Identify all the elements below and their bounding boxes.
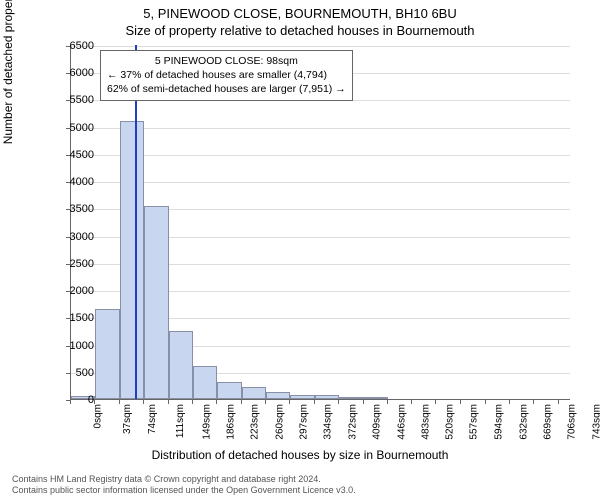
x-tick-mark — [363, 400, 364, 404]
y-tick-label: 3000 — [54, 231, 94, 243]
x-tick-label: 446sqm — [396, 404, 407, 440]
x-tick-mark — [314, 400, 315, 404]
x-tick-mark — [192, 400, 193, 404]
y-tick-mark — [66, 100, 70, 101]
page-title-line2: Size of property relative to detached ho… — [0, 21, 600, 38]
x-tick-mark — [387, 400, 388, 404]
x-tick-label: 111sqm — [175, 404, 186, 438]
y-tick-mark — [66, 73, 70, 74]
x-tick-label: 669sqm — [543, 404, 554, 440]
y-tick-label: 3500 — [54, 203, 94, 215]
x-tick-mark — [265, 400, 266, 404]
annotation-line2: ← 37% of detached houses are smaller (4,… — [107, 68, 346, 82]
y-tick-mark — [66, 128, 70, 129]
x-tick-mark — [485, 400, 486, 404]
y-tick-label: 1500 — [54, 312, 94, 324]
x-tick-label: 74sqm — [147, 404, 158, 434]
x-tick-mark — [94, 400, 95, 404]
y-tick-label: 2000 — [54, 285, 94, 297]
x-tick-label: 223sqm — [250, 404, 261, 440]
x-tick-mark — [460, 400, 461, 404]
x-tick-label: 149sqm — [201, 404, 212, 440]
footer: Contains HM Land Registry data © Crown c… — [12, 474, 356, 497]
x-tick-label: 520sqm — [445, 404, 456, 440]
x-axis-label: Distribution of detached houses by size … — [0, 448, 600, 462]
annotation-line1: 5 PINEWOOD CLOSE: 98sqm — [107, 54, 346, 68]
y-tick-label: 500 — [54, 367, 94, 379]
annotation-box: 5 PINEWOOD CLOSE: 98sqm ← 37% of detache… — [100, 50, 353, 101]
y-tick-label: 4000 — [54, 176, 94, 188]
histogram-bar — [169, 331, 193, 399]
x-tick-label: 186sqm — [226, 404, 237, 440]
x-tick-label: 706sqm — [567, 404, 578, 440]
x-tick-label: 297sqm — [298, 404, 309, 440]
x-tick-mark — [435, 400, 436, 404]
histogram-bar — [120, 121, 144, 399]
page-title-line1: 5, PINEWOOD CLOSE, BOURNEMOUTH, BH10 6BU — [0, 0, 600, 21]
histogram-bar — [315, 395, 339, 399]
gridline — [71, 182, 570, 183]
x-tick-mark — [533, 400, 534, 404]
y-tick-label: 5000 — [54, 122, 94, 134]
y-tick-label: 4500 — [54, 149, 94, 161]
x-tick-mark — [216, 400, 217, 404]
x-tick-mark — [338, 400, 339, 404]
x-tick-mark — [509, 400, 510, 404]
footer-line2: Contains public sector information licen… — [12, 485, 356, 496]
x-tick-label: 260sqm — [274, 404, 285, 440]
y-tick-label: 1000 — [54, 340, 94, 352]
x-tick-mark — [289, 400, 290, 404]
y-tick-label: 2500 — [54, 258, 94, 270]
x-tick-label: 632sqm — [518, 404, 529, 440]
histogram-bar — [144, 206, 169, 399]
y-tick-mark — [66, 182, 70, 183]
y-tick-label: 6000 — [54, 67, 94, 79]
gridline — [71, 46, 570, 47]
histogram-bar — [242, 387, 266, 399]
y-tick-mark — [66, 373, 70, 374]
x-tick-label: 372sqm — [348, 404, 359, 440]
gridline — [71, 155, 570, 156]
histogram-bar — [290, 395, 315, 399]
x-tick-mark — [70, 400, 71, 404]
histogram-bar — [193, 366, 217, 399]
y-tick-label: 6500 — [54, 40, 94, 52]
y-tick-mark — [66, 318, 70, 319]
y-tick-label: 0 — [54, 394, 94, 406]
y-tick-mark — [66, 46, 70, 47]
x-tick-label: 557sqm — [469, 404, 480, 440]
x-tick-mark — [558, 400, 559, 404]
x-tick-mark — [241, 400, 242, 404]
x-tick-mark — [168, 400, 169, 404]
x-tick-label: 483sqm — [421, 404, 432, 440]
x-tick-label: 743sqm — [591, 404, 600, 440]
histogram-bar — [266, 392, 290, 399]
x-tick-mark — [411, 400, 412, 404]
gridline — [71, 100, 570, 101]
x-tick-mark — [143, 400, 144, 404]
footer-line1: Contains HM Land Registry data © Crown c… — [12, 474, 356, 485]
histogram-bar — [217, 382, 241, 399]
y-tick-mark — [66, 155, 70, 156]
y-tick-mark — [66, 237, 70, 238]
y-tick-mark — [66, 209, 70, 210]
histogram-bar — [339, 397, 363, 399]
annotation-line3: 62% of semi-detached houses are larger (… — [107, 82, 346, 96]
x-tick-label: 594sqm — [493, 404, 504, 440]
y-axis-label: Number of detached properties — [1, 0, 15, 144]
x-tick-mark — [119, 400, 120, 404]
y-tick-mark — [66, 346, 70, 347]
x-tick-label: 409sqm — [372, 404, 383, 440]
histogram-bar — [364, 397, 388, 399]
x-tick-label: 334sqm — [323, 404, 334, 440]
y-tick-mark — [66, 291, 70, 292]
histogram-bar — [95, 309, 119, 399]
x-tick-label: 37sqm — [122, 404, 133, 434]
x-tick-label: 0sqm — [92, 404, 103, 428]
y-tick-label: 5500 — [54, 94, 94, 106]
gridline — [71, 128, 570, 129]
y-tick-mark — [66, 264, 70, 265]
